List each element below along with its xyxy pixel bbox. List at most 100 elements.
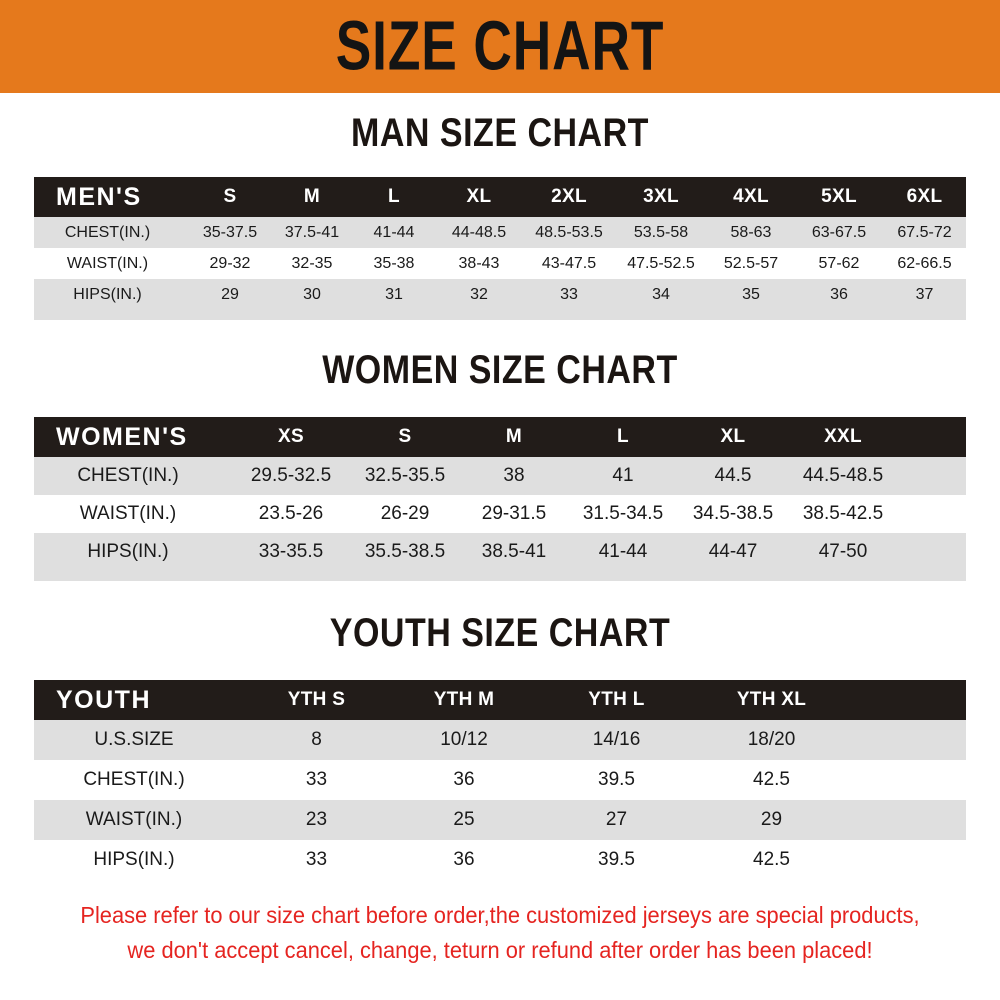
women-hips-l: 41-44 — [598, 541, 648, 562]
women-waist-xxl: 38.5-42.5 — [802, 503, 884, 524]
man-waist-2xl: 43-47.5 — [541, 254, 597, 272]
footer-note-line-2: we don't accept cancel, change, teturn o… — [127, 936, 873, 963]
women-col-header-xxl: XXL — [824, 426, 862, 447]
women-chest-l: 41 — [612, 465, 634, 486]
women-chest-xl: 44.5 — [714, 465, 752, 486]
man-col-header-2xl: 2XL — [551, 186, 587, 207]
women-col-header-m: M — [505, 426, 523, 447]
youth-table-body: U.S.SIZE 8 10/12 14/16 18/20 CHEST(IN.) … — [34, 720, 966, 880]
table-row: HIPS(IN.) 33-35.5 35.5-38.5 38.5-41 41-4… — [34, 533, 966, 571]
women-hips-xs: 33-35.5 — [258, 541, 324, 562]
man-size-table: MEN'S S M L XL 2XL 3XL 4XL 5XL 6XL CHEST… — [34, 177, 966, 310]
man-chest-3xl: 53.5-58 — [633, 223, 689, 241]
youth-hips-xl: 42.5 — [753, 849, 790, 870]
man-section-title: MAN SIZE CHART — [351, 110, 649, 156]
women-col-header-s: S — [398, 426, 412, 447]
page-title: SIZE CHART — [335, 7, 665, 85]
man-chest-6xl: 67.5-72 — [897, 223, 952, 241]
women-size-table-wrapper: WOMEN'S XS S M L XL XXL CHEST(IN.) 29.5-… — [34, 417, 966, 581]
footer-note-line-1: Please refer to our size chart before or… — [80, 902, 920, 928]
man-chest-xl: 44-48.5 — [451, 223, 507, 241]
man-waist-m: 32-35 — [291, 254, 333, 272]
women-col-header-xl: XL — [720, 426, 746, 447]
table-row: HIPS(IN.) 33 36 39.5 42.5 — [34, 840, 966, 880]
women-chest-s: 32.5-35.5 — [364, 465, 446, 486]
man-row-label-waist: WAIST(IN.) — [66, 254, 149, 272]
man-hips-2xl: 33 — [560, 285, 578, 303]
youth-header-spacer — [849, 680, 966, 720]
man-hips-4xl: 35 — [742, 285, 760, 303]
youth-section-title: YOUTH SIZE CHART — [329, 610, 671, 656]
man-chest-4xl: 58-63 — [730, 223, 772, 241]
man-col-header-5xl: 5XL — [821, 186, 857, 207]
women-waist-s: 26-29 — [380, 503, 430, 524]
youth-chest-l: 39.5 — [598, 769, 635, 790]
man-waist-s: 29-32 — [209, 254, 251, 272]
man-hips-l: 31 — [385, 285, 403, 303]
women-chest-xxl: 44.5-48.5 — [802, 465, 884, 486]
man-table-bottom-band — [34, 310, 966, 320]
women-row-label-hips: HIPS(IN.) — [87, 541, 169, 562]
table-row: HIPS(IN.) 29 30 31 32 33 34 35 36 37 — [34, 279, 966, 310]
youth-size-table-wrapper: YOUTH YTH S YTH M YTH L YTH XL U.S.SIZE … — [34, 680, 966, 880]
page-header-banner: SIZE CHART — [0, 0, 1000, 93]
man-waist-xl: 38-43 — [458, 254, 500, 272]
youth-waist-m: 25 — [453, 809, 475, 830]
youth-header-row: YOUTH YTH S YTH M YTH L YTH XL — [34, 680, 966, 720]
table-row: WAIST(IN.) 23.5-26 26-29 29-31.5 31.5-34… — [34, 495, 966, 533]
youth-row-label-hips: HIPS(IN.) — [93, 849, 175, 870]
youth-row-label-us-size: U.S.SIZE — [94, 729, 174, 750]
youth-chest-xl: 42.5 — [753, 769, 790, 790]
women-waist-l: 31.5-34.5 — [582, 503, 664, 524]
man-chest-2xl: 48.5-53.5 — [535, 223, 603, 241]
youth-corner-label: YOUTH — [56, 685, 151, 714]
youth-waist-s: 23 — [305, 809, 328, 830]
man-col-header-m: M — [303, 186, 321, 207]
women-corner-label: WOMEN'S — [56, 422, 188, 451]
youth-waist-xl: 29 — [760, 809, 783, 830]
man-col-header-3xl: 3XL — [643, 186, 679, 207]
man-chest-5xl: 63-67.5 — [811, 223, 867, 241]
man-row-label-chest: CHEST(IN.) — [64, 223, 151, 241]
women-row-spacer — [898, 495, 966, 533]
women-table-bottom-band — [34, 571, 966, 581]
youth-row-label-waist: WAIST(IN.) — [85, 809, 183, 830]
women-hips-xxl: 47-50 — [818, 541, 868, 562]
man-hips-3xl: 34 — [652, 285, 670, 303]
youth-hips-s: 33 — [305, 849, 328, 870]
table-row: CHEST(IN.) 33 36 39.5 42.5 — [34, 760, 966, 800]
women-waist-xs: 23.5-26 — [258, 503, 324, 524]
man-size-table-wrapper: MEN'S S M L XL 2XL 3XL 4XL 5XL 6XL CHEST… — [34, 177, 966, 320]
youth-us-size-l: 14/16 — [592, 729, 641, 750]
man-col-header-l: L — [388, 186, 400, 207]
women-header-spacer — [898, 417, 966, 457]
man-col-header-4xl: 4XL — [733, 186, 769, 207]
man-row-label-hips: HIPS(IN.) — [73, 285, 142, 303]
youth-chest-m: 36 — [453, 769, 475, 790]
women-row-spacer — [898, 457, 966, 495]
man-table-body: CHEST(IN.) 35-37.5 37.5-41 41-44 44-48.5… — [34, 217, 966, 310]
man-header-row: MEN'S S M L XL 2XL 3XL 4XL 5XL 6XL — [34, 177, 966, 217]
women-chest-xs: 29.5-32.5 — [250, 465, 332, 486]
women-size-table: WOMEN'S XS S M L XL XXL CHEST(IN.) 29.5-… — [34, 417, 966, 571]
man-hips-m: 30 — [303, 285, 321, 303]
youth-chest-s: 33 — [305, 769, 328, 790]
youth-hips-m: 36 — [453, 849, 475, 870]
women-chest-m: 38 — [503, 465, 525, 486]
man-hips-s: 29 — [221, 285, 239, 303]
women-hips-m: 38.5-41 — [481, 541, 547, 562]
youth-col-header-l: YTH L — [588, 689, 645, 710]
women-col-header-l: L — [617, 426, 629, 447]
youth-us-size-m: 10/12 — [440, 729, 488, 750]
man-chest-s: 35-37.5 — [202, 223, 258, 241]
man-hips-xl: 32 — [470, 285, 488, 303]
man-corner-label: MEN'S — [56, 182, 142, 211]
women-row-spacer — [898, 533, 966, 571]
man-waist-5xl: 57-62 — [818, 254, 860, 272]
youth-hips-l: 39.5 — [598, 849, 635, 870]
man-chest-l: 41-44 — [373, 223, 415, 241]
man-waist-3xl: 47.5-52.5 — [627, 254, 695, 272]
women-header-row: WOMEN'S XS S M L XL XXL — [34, 417, 966, 457]
table-row: CHEST(IN.) 29.5-32.5 32.5-35.5 38 41 44.… — [34, 457, 966, 495]
man-waist-6xl: 62-66.5 — [897, 254, 952, 272]
